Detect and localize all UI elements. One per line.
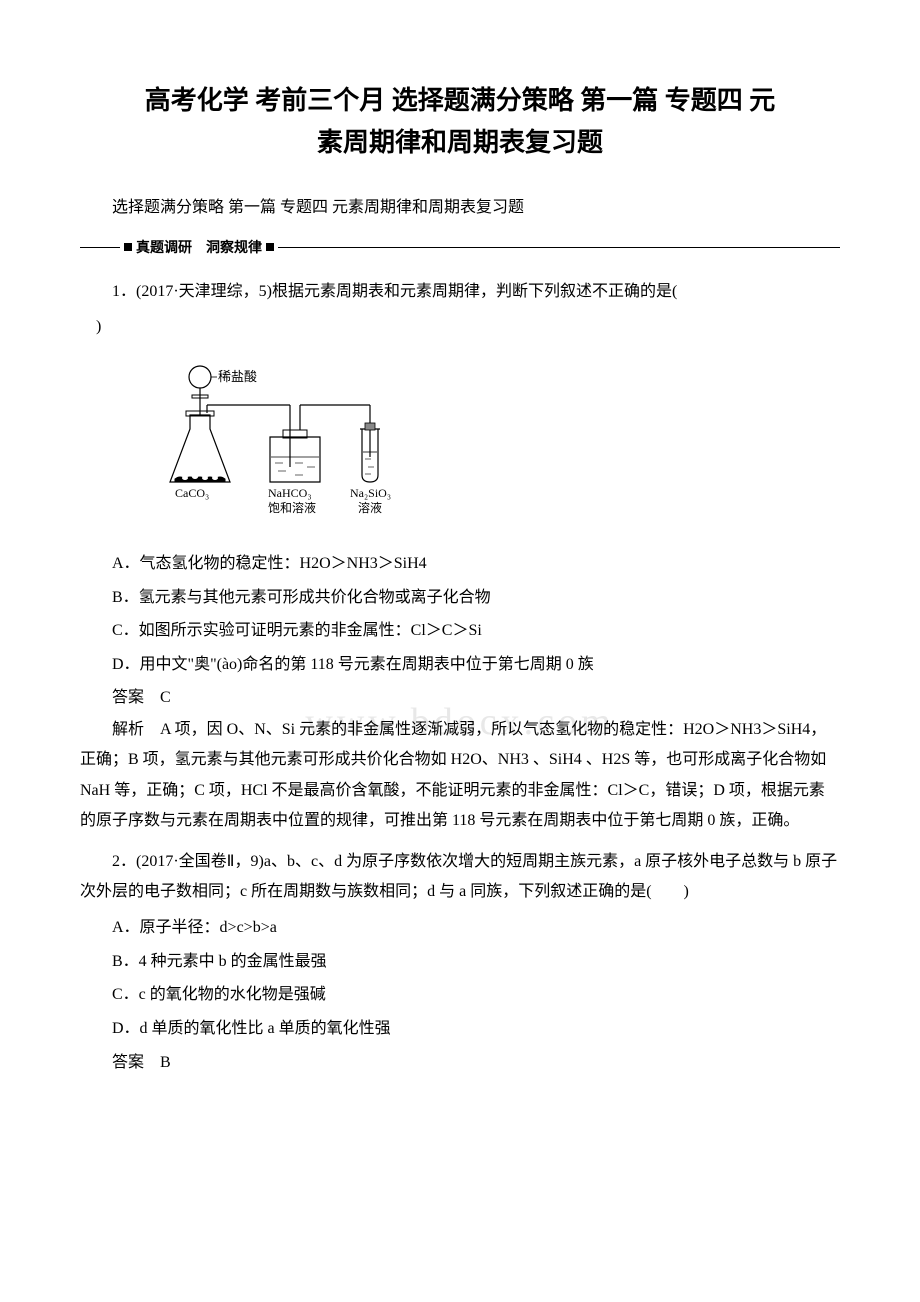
q1-optD: D．用中文"奥"(ào)命名的第 118 号元素在周期表中位于第七周期 0 族 bbox=[80, 648, 840, 682]
section-box-left-icon bbox=[124, 243, 132, 251]
section-box-right-icon bbox=[266, 243, 274, 251]
q2-stem: 2．(2017·全国卷Ⅱ，9)a、b、c、d 为原子序数依次增大的短周期主族元素… bbox=[80, 847, 840, 908]
diagram-label-na2sio3-1: Na₂SiO₃ bbox=[350, 486, 391, 500]
diagram-label-nahco3-1: NaHCO₃ bbox=[268, 486, 312, 500]
section-marker: 真题调研 洞察规律 bbox=[80, 237, 840, 257]
q1-optB: B．氢元素与其他元素可形成共价化合物或离子化合物 bbox=[80, 581, 840, 615]
q1-diagram: 稀盐酸 CaCO₃ NaHCO₃ 饱和溶液 bbox=[140, 357, 840, 532]
page-title: 高考化学 考前三个月 选择题满分策略 第一篇 专题四 元 素周期律和周期表复习题 bbox=[80, 80, 840, 163]
diagram-label-hcl: 稀盐酸 bbox=[218, 369, 257, 384]
q2-answer: 答案 B bbox=[80, 1046, 840, 1080]
q2-optB: B．4 种元素中 b 的金属性最强 bbox=[80, 945, 840, 979]
diagram-label-nahco3-2: 饱和溶液 bbox=[268, 500, 316, 515]
title-line2: 素周期律和周期表复习题 bbox=[317, 128, 603, 157]
section-line-left bbox=[80, 247, 120, 248]
q2-optA: A．原子半径：d>c>b>a bbox=[80, 911, 840, 945]
section-text: 真题调研 洞察规律 bbox=[120, 237, 278, 257]
q1-optA: A．气态氢化物的稳定性：H2O＞NH3＞SiH4 bbox=[80, 547, 840, 581]
q1-stem: 1．(2017·天津理综，5)根据元素周期表和元素周期律，判断下列叙述不正确的是… bbox=[80, 277, 840, 307]
q1-bracket: ) bbox=[80, 312, 840, 342]
subtitle: 选择题满分策略 第一篇 专题四 元素周期律和周期表复习题 bbox=[80, 193, 840, 217]
q1-answer: 答案 C bbox=[80, 681, 840, 715]
diagram-label-na2sio3-2: 溶液 bbox=[358, 500, 382, 515]
q2-optC: C．c 的氧化物的水化物是强碱 bbox=[80, 978, 840, 1012]
q1-explanation: 解析 A 项，因 O、N、Si 元素的非金属性逐渐减弱，所以气态氢化物的稳定性：… bbox=[80, 715, 840, 837]
q1-optC: C．如图所示实验可证明元素的非金属性：Cl＞C＞Si bbox=[80, 614, 840, 648]
section-label: 真题调研 洞察规律 bbox=[136, 237, 262, 257]
section-line-right bbox=[278, 247, 840, 248]
diagram-label-caco3: CaCO₃ bbox=[175, 486, 209, 500]
title-line1: 高考化学 考前三个月 选择题满分策略 第一篇 专题四 元 bbox=[145, 86, 776, 115]
q2-optD: D．d 单质的氧化性比 a 单质的氧化性强 bbox=[80, 1012, 840, 1046]
